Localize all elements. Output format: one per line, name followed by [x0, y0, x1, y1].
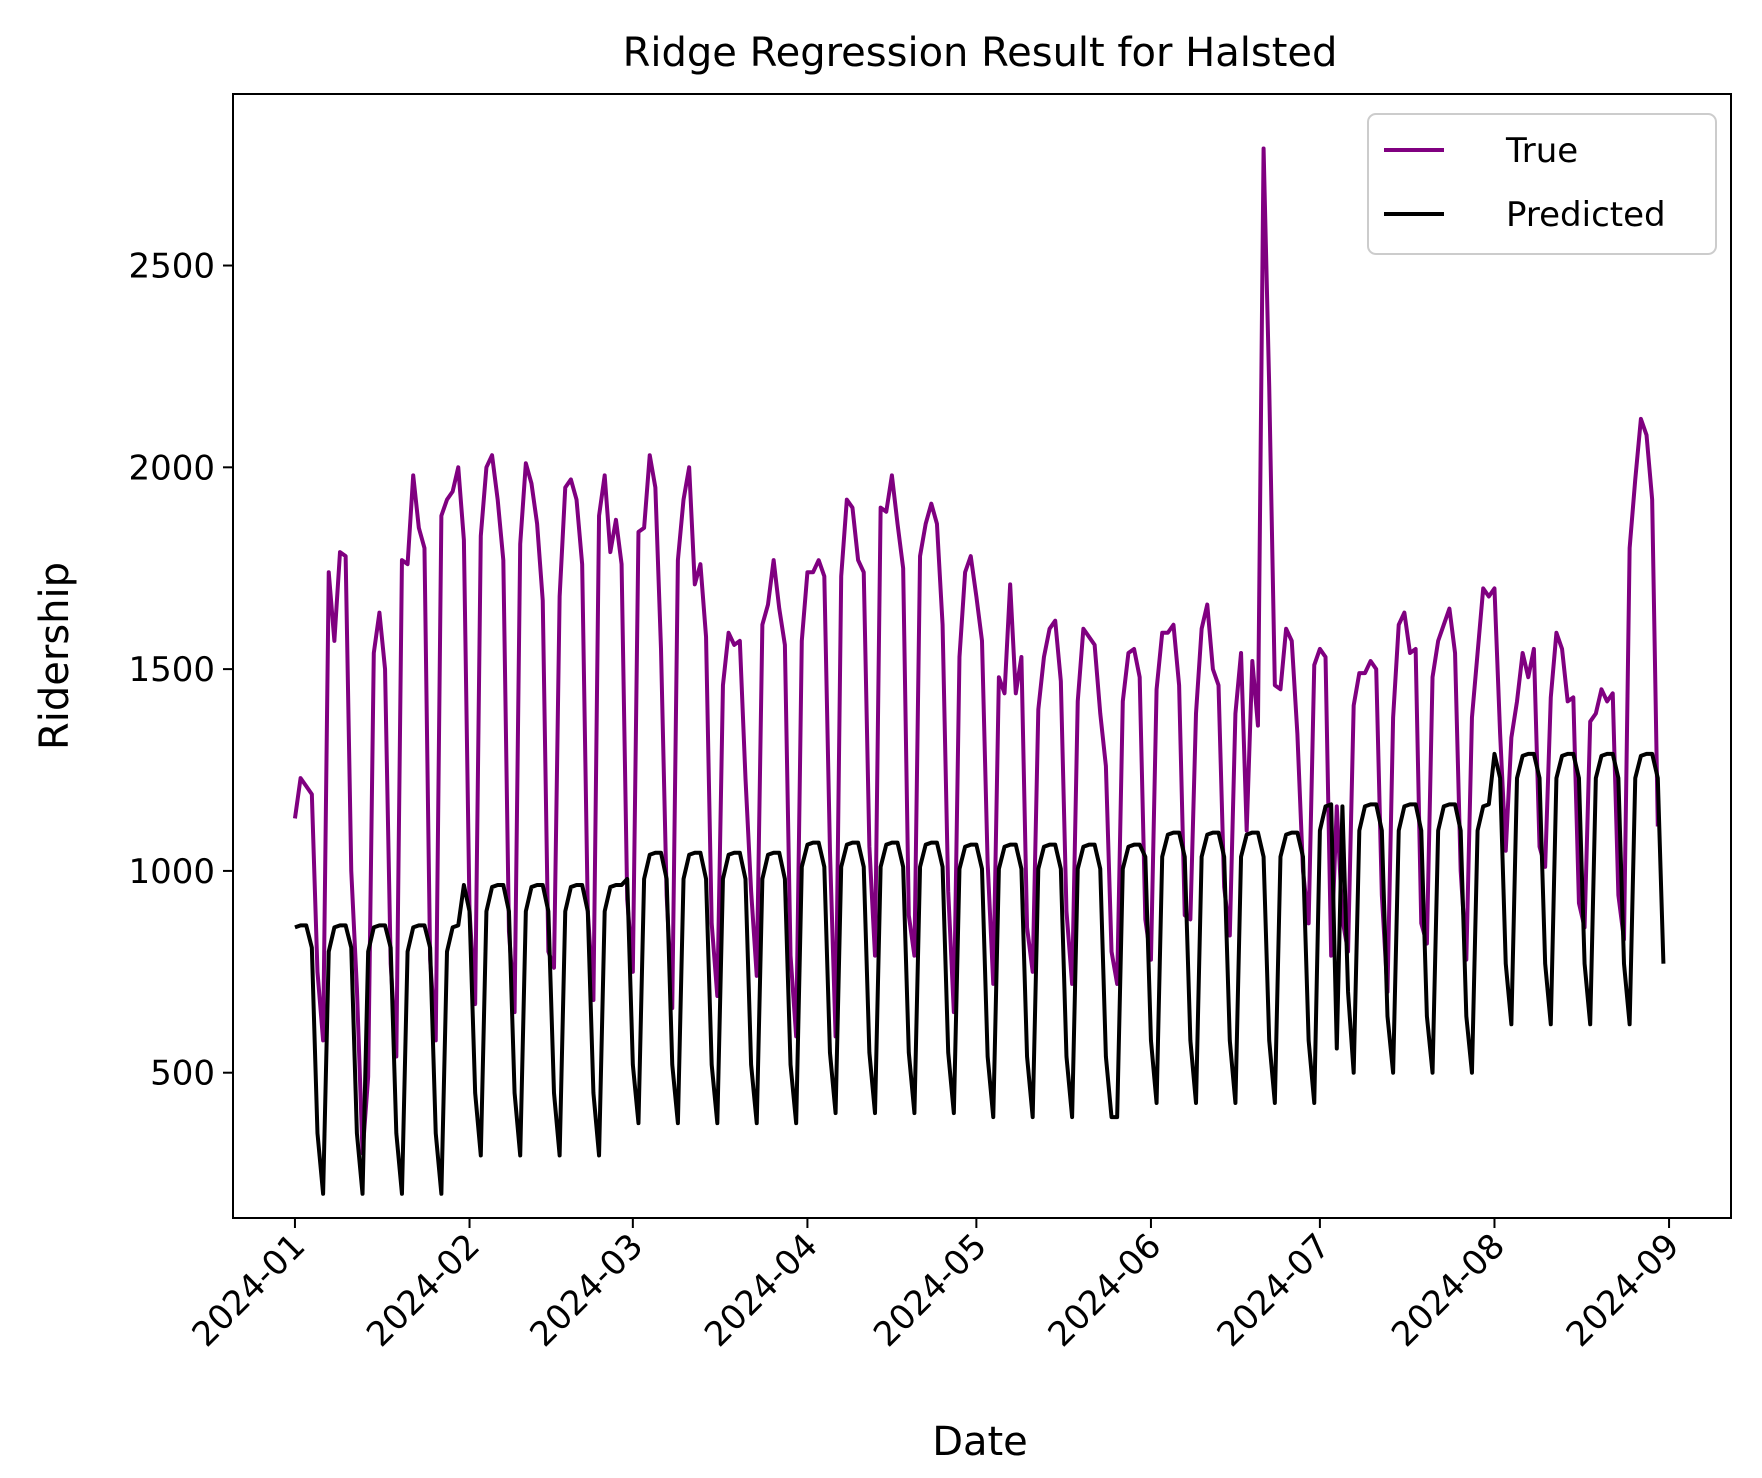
legend-label-predicted: Predicted	[1506, 195, 1666, 235]
y-tick-label: 1000	[128, 852, 215, 892]
series-line-predicted	[294, 751, 1666, 1196]
legend-box	[1367, 113, 1717, 255]
y-axis: 500 1000 1500 2000 2500	[128, 247, 233, 1094]
y-axis-label: Ridership	[32, 562, 78, 750]
legend: True Predicted	[1367, 113, 1717, 255]
legend-label-true: True	[1505, 131, 1578, 171]
y-tick-label: 2000	[128, 448, 215, 488]
y-tick-label: 1500	[128, 650, 215, 690]
plot-frame	[232, 93, 1732, 1219]
x-axis-label: Date	[932, 1419, 1028, 1465]
chart-title: Ridge Regression Result for Halsted	[623, 30, 1338, 76]
y-tick-label: 500	[150, 1054, 215, 1094]
series-line-true	[292, 146, 1660, 1156]
y-tick-label: 2500	[128, 247, 215, 287]
series-layer	[292, 146, 1666, 1196]
